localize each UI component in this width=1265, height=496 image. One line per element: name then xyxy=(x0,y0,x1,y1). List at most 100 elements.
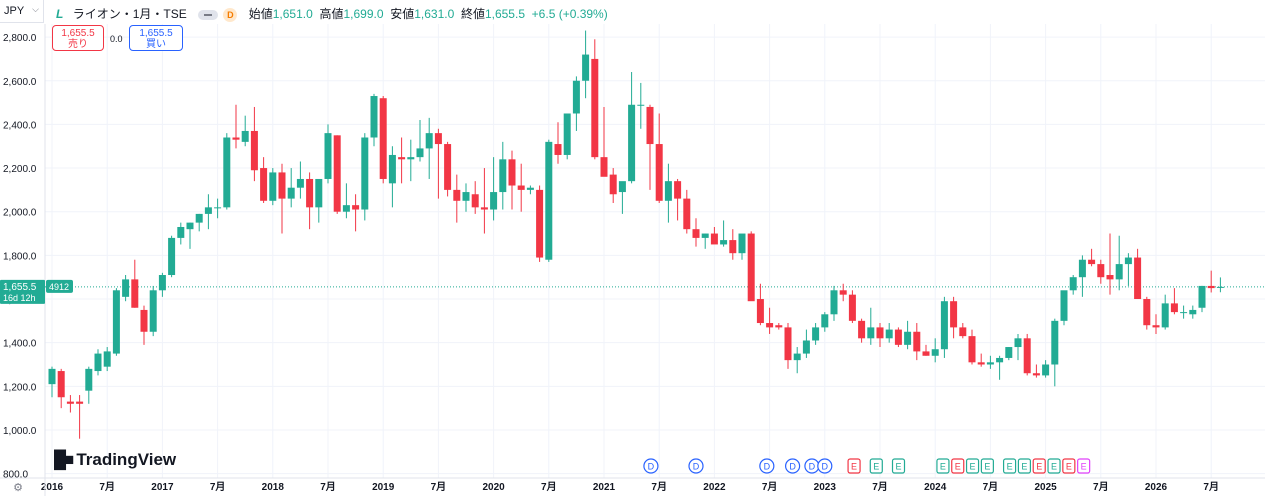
candle xyxy=(260,157,268,203)
candle xyxy=(526,185,534,195)
x-tick-label: 2022 xyxy=(703,482,726,493)
candle xyxy=(1124,253,1132,286)
candle xyxy=(821,312,829,332)
candle-body xyxy=(1106,275,1114,280)
candle xyxy=(1152,314,1160,334)
candle xyxy=(1023,333,1031,376)
candle xyxy=(425,117,433,179)
earnings-marker[interactable]: E xyxy=(1017,458,1032,474)
candle xyxy=(729,229,737,260)
dividend-marker[interactable]: D xyxy=(784,458,801,474)
candle-body xyxy=(214,207,222,209)
earnings-marker[interactable]: E xyxy=(936,458,950,474)
candle xyxy=(370,93,378,147)
candle-body xyxy=(453,189,461,201)
dividend-marker[interactable]: D xyxy=(688,458,704,474)
candle xyxy=(720,220,728,247)
candle-body xyxy=(370,96,378,138)
dividend-marker[interactable]: D xyxy=(817,458,833,474)
interval-badge[interactable]: D xyxy=(223,7,238,22)
sell-price: 1,655.5 xyxy=(61,28,95,39)
candle-body xyxy=(1097,264,1105,278)
earnings-label: E xyxy=(1036,462,1042,472)
candle xyxy=(904,320,912,350)
candle-body xyxy=(554,144,562,155)
candle-body xyxy=(628,104,636,182)
candle xyxy=(168,235,176,278)
candle xyxy=(315,178,323,223)
earnings-label: E xyxy=(1021,462,1027,472)
candle xyxy=(416,120,424,162)
earnings-marker[interactable]: E xyxy=(1032,458,1046,474)
earnings-marker[interactable]: E xyxy=(869,458,883,474)
earnings-badge xyxy=(980,458,994,474)
candle xyxy=(1134,248,1142,300)
candle xyxy=(591,39,599,160)
earnings-marker[interactable]: E xyxy=(891,458,906,474)
settings-gear-icon[interactable]: ⚙ xyxy=(13,482,23,494)
candle xyxy=(922,344,930,356)
candle xyxy=(812,323,820,345)
earnings-marker[interactable]: E xyxy=(980,458,994,474)
candle-body xyxy=(775,325,783,328)
candle-body xyxy=(1051,320,1059,365)
earnings-marker[interactable]: E xyxy=(1077,458,1091,474)
dividend-marker[interactable]: D xyxy=(804,458,820,474)
earnings-marker[interactable]: E xyxy=(1002,458,1017,474)
x-tick-label: 7月 xyxy=(762,481,778,493)
sell-button[interactable]: 1,655.5 売り xyxy=(52,25,104,51)
candle-body xyxy=(1023,338,1031,374)
dividend-marker[interactable]: D xyxy=(643,458,659,474)
currency-selector[interactable]: JPY ⌵ xyxy=(0,0,44,23)
candle xyxy=(1005,347,1013,361)
earnings-marker[interactable]: E xyxy=(965,458,980,474)
candle xyxy=(48,366,56,398)
candle xyxy=(646,104,654,190)
x-tick-label: 2023 xyxy=(814,482,837,493)
x-tick-label: 7月 xyxy=(541,481,557,493)
earnings-marker[interactable]: E xyxy=(951,458,965,474)
candle xyxy=(1189,305,1197,319)
candle-body xyxy=(1042,364,1050,376)
candle-body xyxy=(812,327,820,341)
candle-body xyxy=(683,198,691,230)
x-tick-label: 2018 xyxy=(262,482,285,493)
buy-price: 1,655.5 xyxy=(139,28,173,39)
candle xyxy=(1207,270,1215,293)
candle xyxy=(76,395,84,439)
candle-body xyxy=(269,172,277,201)
earnings-marker[interactable]: E xyxy=(847,458,861,474)
candle-body xyxy=(425,133,433,149)
tradingview-mark-icon: █■ xyxy=(54,450,74,469)
y-tick-label: 2,000.0 xyxy=(3,208,37,219)
candle-body xyxy=(830,290,838,315)
candle xyxy=(278,163,286,234)
candle-body xyxy=(867,327,875,339)
earnings-marker[interactable]: E xyxy=(1062,458,1076,474)
candle-body xyxy=(904,331,912,345)
candle xyxy=(802,329,810,358)
x-tick-label: 2019 xyxy=(372,482,395,493)
candle xyxy=(149,285,157,337)
earnings-badge xyxy=(1017,458,1032,474)
candle-body xyxy=(738,233,746,254)
hide-legend-icon[interactable] xyxy=(198,9,219,20)
candle xyxy=(950,296,958,339)
buy-button[interactable]: 1,655.5 買い xyxy=(129,25,183,51)
candle xyxy=(306,172,314,230)
candle xyxy=(894,327,902,348)
dividend-marker[interactable]: D xyxy=(759,458,775,474)
earnings-marker[interactable]: E xyxy=(1047,458,1061,474)
tradingview-logo[interactable]: █■ TradingView xyxy=(54,450,176,470)
earnings-badge xyxy=(1062,458,1076,474)
candle xyxy=(122,275,130,302)
candle-body xyxy=(352,205,360,210)
symbol-title[interactable]: ライオン・1月・TSE xyxy=(72,7,187,21)
candle xyxy=(1060,290,1068,326)
y-tick-label: 2,600.0 xyxy=(3,77,37,88)
candle xyxy=(103,347,111,372)
x-tick-label: 7月 xyxy=(872,481,888,493)
candle-body xyxy=(158,275,166,291)
